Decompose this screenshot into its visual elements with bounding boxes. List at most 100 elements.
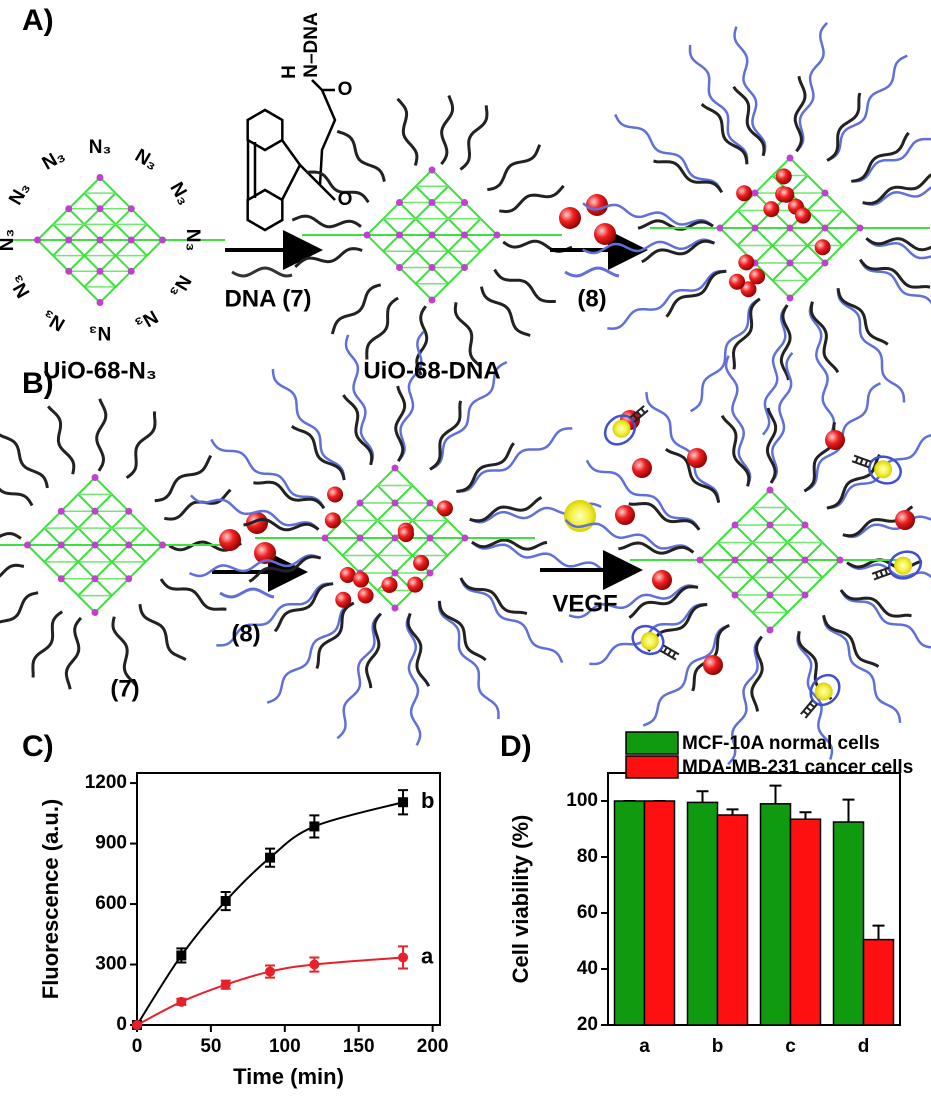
bar bbox=[643, 800, 676, 1026]
dna-strand bbox=[858, 258, 931, 289]
marker bbox=[220, 896, 231, 907]
metal-node bbox=[396, 264, 403, 271]
x-tick-label: b bbox=[712, 1036, 724, 1057]
metal-node bbox=[91, 507, 99, 515]
dna-strand bbox=[641, 239, 715, 264]
metal-node bbox=[91, 609, 99, 616]
atom-label: H bbox=[279, 65, 300, 79]
dna-strand bbox=[471, 541, 602, 570]
reagent-label: (8) bbox=[577, 285, 606, 312]
lattice bbox=[751, 541, 824, 614]
stem bbox=[871, 566, 892, 581]
metal-node bbox=[57, 541, 65, 549]
error-bar bbox=[769, 784, 782, 804]
lattice bbox=[52, 223, 117, 288]
aptamer bbox=[603, 414, 637, 446]
dna-strand bbox=[164, 488, 232, 521]
dna-strand bbox=[271, 368, 346, 481]
bar bbox=[613, 800, 646, 1026]
sphere bbox=[339, 566, 356, 583]
sphere bbox=[436, 500, 453, 517]
metal-node bbox=[821, 259, 829, 267]
dna-strand bbox=[125, 411, 157, 480]
series-label: b bbox=[421, 788, 434, 813]
metal-node bbox=[91, 474, 99, 481]
metal-node bbox=[786, 259, 794, 267]
dna-strand bbox=[689, 297, 761, 413]
dna-strand bbox=[487, 144, 542, 192]
sphere bbox=[246, 512, 268, 534]
series-line bbox=[136, 801, 404, 1026]
y-tick-label: 20 bbox=[577, 1014, 598, 1035]
marker bbox=[220, 979, 231, 990]
dna-strand bbox=[273, 582, 334, 633]
metal-node bbox=[96, 205, 104, 213]
dna-strand bbox=[642, 624, 730, 727]
sphere bbox=[407, 576, 424, 593]
dna-strand bbox=[471, 538, 548, 551]
dna-strand bbox=[336, 612, 382, 740]
dna-strand bbox=[795, 22, 829, 153]
metal-node bbox=[24, 541, 31, 549]
dna-strand bbox=[765, 407, 778, 484]
metal-node bbox=[766, 591, 774, 599]
dna-strand bbox=[397, 330, 425, 462]
metal-node bbox=[125, 507, 133, 515]
dna-strand bbox=[724, 355, 752, 487]
dna-strand bbox=[64, 616, 83, 690]
x-tick-label: 50 bbox=[200, 1036, 221, 1057]
dna-strand bbox=[727, 635, 763, 766]
dna-strand bbox=[429, 360, 508, 471]
legend-swatch bbox=[625, 755, 679, 779]
ring bbox=[246, 108, 284, 152]
dna-strand bbox=[582, 238, 716, 255]
atom-label: O bbox=[338, 189, 353, 210]
sphere bbox=[615, 505, 635, 525]
x-tick-label: a bbox=[639, 1036, 650, 1057]
bar bbox=[832, 821, 865, 1026]
dna-strand bbox=[839, 589, 912, 618]
azide-label: N₃ bbox=[131, 305, 161, 334]
dna-strand bbox=[190, 494, 320, 531]
metal-node bbox=[356, 499, 364, 507]
lattice bbox=[736, 209, 809, 282]
sphere bbox=[895, 510, 915, 530]
dna-strand bbox=[645, 391, 720, 503]
metal-node bbox=[786, 154, 794, 162]
sphere bbox=[381, 576, 398, 593]
dna-strand bbox=[294, 247, 363, 269]
dna-strand bbox=[618, 541, 695, 555]
dna-strand bbox=[253, 480, 326, 510]
series-label: a bbox=[421, 943, 434, 968]
azide-label: N₃ bbox=[131, 145, 161, 174]
lattice bbox=[77, 527, 147, 597]
azide-label: N₃ bbox=[89, 137, 112, 158]
stem bbox=[659, 644, 680, 661]
compound-label: UiO-68-N₃ bbox=[43, 357, 157, 384]
metal-node bbox=[65, 236, 73, 244]
vegf bbox=[894, 556, 913, 575]
dna-strand bbox=[0, 531, 22, 540]
dna-strand bbox=[47, 405, 76, 475]
y-tick-label: 300 bbox=[95, 954, 127, 975]
dna-strand bbox=[342, 394, 374, 466]
marker bbox=[132, 1020, 142, 1030]
dna-strand bbox=[189, 554, 322, 578]
dna-strand bbox=[210, 438, 326, 509]
dna-strand bbox=[865, 237, 931, 252]
dna-strand bbox=[809, 301, 840, 374]
error-bar bbox=[799, 811, 812, 820]
dna-strand bbox=[266, 601, 355, 704]
reagent-label: (8) bbox=[231, 620, 260, 647]
y-tick-label: 80 bbox=[577, 846, 598, 867]
sphere bbox=[327, 486, 344, 503]
dna-strand bbox=[459, 577, 528, 616]
y-tick-label: 100 bbox=[566, 790, 598, 811]
metal-node bbox=[821, 189, 829, 197]
dna-strand bbox=[582, 202, 714, 228]
y-tick-label: 1200 bbox=[85, 772, 127, 793]
dna-strand bbox=[665, 269, 727, 318]
metal-node bbox=[396, 199, 403, 206]
dna-strand bbox=[440, 94, 455, 165]
